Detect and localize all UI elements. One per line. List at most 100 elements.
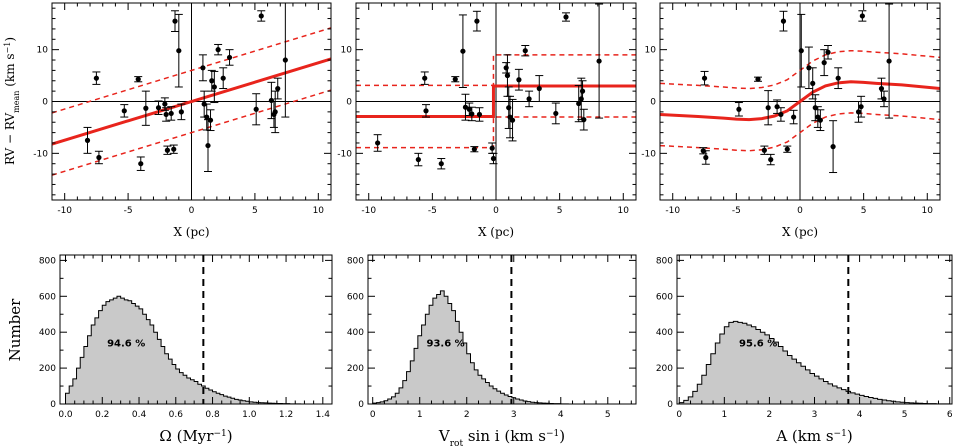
x-tick-label: -10: [361, 206, 376, 216]
point-marker: [204, 114, 210, 120]
point-marker: [761, 147, 767, 153]
data-point: [167, 106, 176, 121]
model-band-upper: [52, 27, 331, 114]
y-tick-label: 0: [650, 98, 656, 108]
x-tick-label: 0: [493, 206, 499, 216]
y-tick-label: 200: [347, 364, 364, 374]
model-band-upper: [660, 49, 940, 90]
data-point: [177, 103, 186, 121]
x-tick-label: 1.0: [242, 410, 257, 420]
x-tick-label: 5: [605, 410, 611, 420]
point-marker: [821, 60, 827, 66]
point-marker: [178, 109, 184, 115]
data-point: [783, 145, 792, 153]
histogram-bars: [65, 295, 302, 404]
point-marker: [784, 146, 790, 152]
point-marker: [275, 85, 281, 92]
point-marker: [471, 146, 477, 152]
point-marker: [209, 78, 215, 84]
x-label-close: ): [227, 427, 233, 445]
y-tick-label: 800: [656, 256, 673, 266]
y-tick-label: 600: [347, 292, 364, 302]
point-marker: [596, 58, 602, 64]
data-point: [94, 150, 103, 165]
data-point: [458, 14, 467, 89]
y-tick-label: 600: [39, 292, 56, 302]
x-tick-label: 5: [861, 206, 867, 216]
x-axis-label: X (pc): [782, 225, 818, 239]
point-marker: [778, 111, 784, 118]
plot-area: [660, 3, 940, 200]
point-marker: [172, 18, 178, 24]
y-label-main: RV − RV: [3, 112, 17, 165]
data-point: [857, 95, 866, 118]
data-point: [163, 145, 172, 155]
point-marker: [135, 76, 141, 82]
point-marker: [526, 96, 532, 102]
data-point: [700, 70, 709, 86]
point-marker: [121, 108, 127, 114]
x-axis-label: Vrot sin i (km s−1): [438, 427, 565, 448]
data-point: [169, 144, 178, 154]
point-marker: [780, 18, 787, 24]
point-marker: [164, 147, 171, 153]
point-marker: [886, 58, 892, 64]
point-marker: [207, 117, 214, 123]
y-tick-label: 0: [42, 98, 48, 108]
data-point: [816, 109, 825, 132]
point-marker: [226, 54, 233, 61]
point-marker: [282, 57, 288, 63]
model-line: [660, 80, 940, 122]
data-point: [562, 12, 570, 22]
x-tick-label: 10: [618, 206, 630, 216]
data-point: [514, 68, 523, 91]
x-tick-label: 0: [676, 410, 682, 420]
data-point: [174, 13, 183, 88]
x-label-main: Ω (Myr: [159, 427, 214, 445]
x-label-superscript: −1: [546, 429, 559, 439]
point-marker: [476, 111, 483, 118]
data-point: [829, 120, 838, 174]
point-marker: [176, 48, 182, 54]
x-tick-label: 0: [189, 206, 195, 216]
y-tick-label: 200: [39, 364, 56, 374]
point-marker: [553, 110, 559, 117]
panel-top-left: -10 -5 0 5 10 -10 0 10 X (pc) RV − RVmean (km s−1…: [3, 2, 332, 239]
y-tick-label: 800: [347, 256, 364, 266]
y-label-unit-close: ): [3, 37, 17, 42]
point-marker: [581, 117, 587, 123]
point-marker: [138, 161, 144, 167]
y-tick-label: 10: [645, 46, 657, 56]
data-point: [489, 152, 498, 165]
point-marker: [466, 106, 472, 112]
point-marker: [563, 14, 569, 20]
point-marker: [93, 75, 99, 81]
data-point: [789, 109, 798, 125]
point-marker: [452, 76, 458, 82]
data-point: [420, 71, 429, 85]
percentage-label: 94.6 %: [107, 339, 145, 350]
model-line: [52, 57, 331, 146]
data-point: [467, 106, 476, 122]
x-label-close: ): [847, 427, 853, 445]
point-marker: [765, 105, 771, 111]
data-point: [595, 3, 604, 119]
point-marker: [798, 48, 804, 54]
x-label-main: A (km s: [775, 427, 833, 445]
point-marker: [858, 104, 864, 110]
x-tick-label: 10: [922, 206, 934, 216]
x-label-superscript: −1: [213, 429, 226, 439]
y-tick-label: 200: [656, 364, 673, 374]
data-point: [521, 45, 530, 57]
point-marker: [375, 140, 381, 146]
x-tick-label: -10: [57, 206, 72, 216]
point-marker: [576, 100, 582, 107]
data-point: [281, 3, 290, 118]
data-point: [171, 10, 180, 33]
data-point: [472, 10, 481, 32]
data-point: [764, 90, 773, 126]
data-point: [136, 156, 145, 171]
x-tick-label: -10: [665, 206, 680, 216]
data-point: [134, 76, 143, 83]
x-label-unit: sin i (km s: [463, 427, 546, 445]
